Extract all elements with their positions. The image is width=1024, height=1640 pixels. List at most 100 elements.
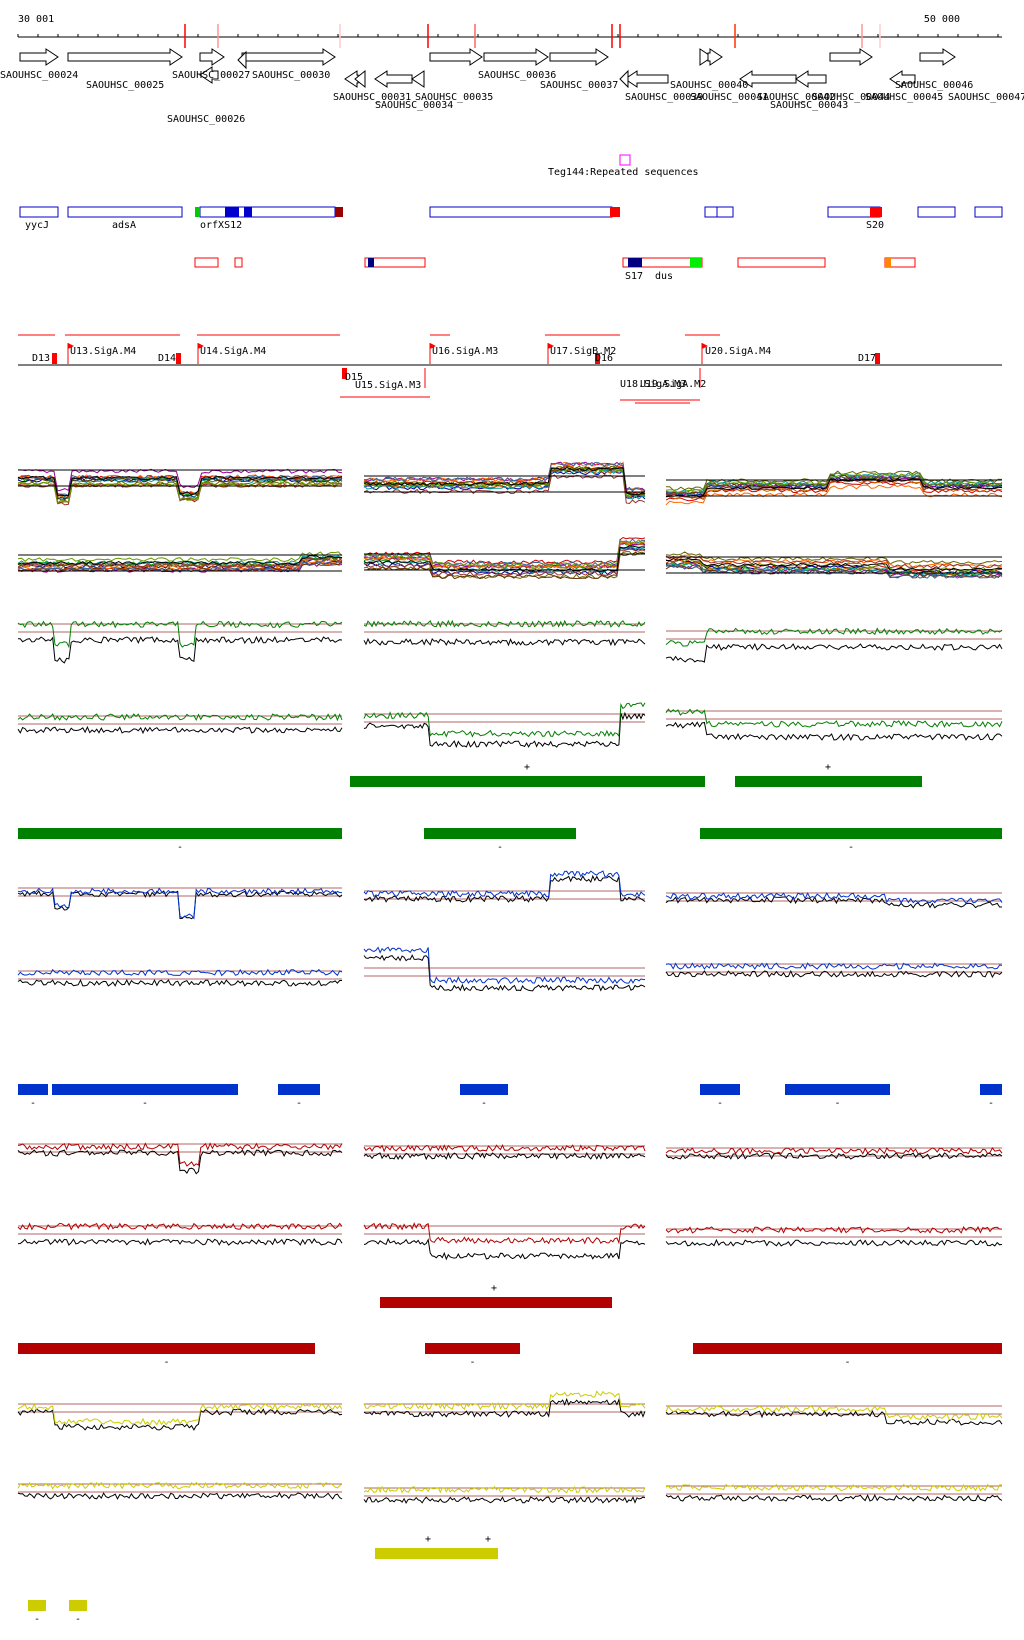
feature-box [974,206,1003,218]
signal-line-black [363,637,646,647]
signal-line-colored [363,1222,646,1245]
gene-label: SAOUHSC_00037 [540,80,618,91]
promoter-label: D17 [858,353,876,364]
gene-label: SAOUHSC_00031 [333,92,411,103]
promoter-flag [430,343,436,349]
gene-label: SAOUHSC_00030 [252,70,330,81]
gene-arrow [67,48,183,66]
gene-arrow [919,48,956,66]
signal-line-black [363,1496,646,1504]
strand-mark: - [481,1098,487,1109]
promoter-label: D14 [158,353,176,364]
feature-fill [244,207,252,217]
multi-signal-line [665,484,1003,506]
signal-line-colored [363,619,646,628]
signal-line-colored [17,713,343,722]
gene-arrow [739,70,797,88]
signal-line-black [363,1397,646,1418]
multi-signal-line [18,468,343,492]
gene-arrow [699,48,713,66]
strand-mark: + [491,1283,497,1294]
signal-line-black [363,1237,646,1261]
promoter-flag [198,343,204,349]
signal-line-colored [665,892,1003,905]
signal-line-black [17,978,342,987]
promoter-label: D15 [345,372,363,383]
strand-mark: - [30,1098,36,1109]
gene-label: SAOUHSC_00036 [478,70,556,81]
gene-arrow [354,69,366,89]
signal-line-black [665,1238,1003,1247]
segment-bar [28,1600,46,1611]
multi-signal-line [17,551,343,563]
multi-signal-line [665,480,1003,502]
segment-bar [980,1084,1002,1095]
signal-line-colored [17,1222,343,1231]
multi-signal-line [17,556,343,568]
gene-label: SAOUHSC_00041 [690,92,768,103]
signal-line-black [665,721,1003,741]
terminator-mark [52,353,57,364]
gene-arrow [241,48,336,66]
segment-bar [278,1084,320,1095]
feature-label: yycJ [25,220,49,231]
signal-line-black [665,1409,1003,1426]
gene-label: SAOUHSC_00026 [167,114,245,125]
gene-arrow [619,69,629,89]
feature-box [429,206,613,218]
signal-line-black [17,1237,343,1246]
gene-label: SAOUHSC_00040 [670,80,748,91]
feature-fill [870,207,882,217]
multi-signal-line [665,554,1003,568]
segment-bar [693,1343,1002,1354]
signal-line-black [665,1152,1003,1160]
promoter-label: U14.SigA.M4 [200,346,266,357]
segment-bar [700,1084,740,1095]
signal-line-colored [17,1402,343,1426]
gene-arrow [483,48,549,66]
signal-line-colored [665,1225,1003,1234]
multi-signal-line [665,472,1003,493]
strand-mark: - [469,1357,475,1368]
signal-line-black [18,635,343,664]
strand-mark: - [296,1098,302,1109]
signal-line-colored [17,1142,343,1167]
strand-mark: - [142,1098,148,1109]
signal-line-colored [665,708,1003,728]
multi-signal-line [665,555,1003,569]
gene-label: SAOUHSC_00027 [172,70,250,81]
gene-label: SAOUHSC_00024 [0,70,78,81]
terminator-mark [176,353,181,364]
segment-bar [52,1084,238,1095]
coord-end: 50 000 [924,14,960,25]
signal-line-black [17,1408,343,1431]
signal-line-colored [665,1405,1003,1421]
promoter-label: D13 [32,353,50,364]
multi-signal-line [363,469,646,500]
gene-arrow [374,70,413,88]
signal-line-colored [17,968,343,977]
segment-bar [700,828,1002,839]
gene-label: SAOUHSC_00047 [948,92,1024,103]
coord-start: 30 001 [18,14,54,25]
strand-mark: - [988,1098,994,1109]
signal-line-black [17,1492,343,1500]
gene-arrow [795,70,827,88]
segment-bar [785,1084,890,1095]
gene-arrow [411,70,425,88]
gene-arrow [344,70,359,88]
feature-fill [368,258,374,267]
signal-line-colored [363,946,646,985]
feature-fill [885,258,891,267]
segment-bar [460,1084,508,1095]
segment-bar [18,1084,48,1095]
gene-label: SAOUHSC_00045 [865,92,943,103]
strand-mark: - [717,1098,723,1109]
feature-box [19,206,59,218]
strand-mark: - [844,1357,850,1368]
feature-fill [610,207,620,217]
multi-signal-line [17,555,342,566]
gene-label: SAOUHSC_00042 [757,92,835,103]
strand-mark: + [425,1534,431,1545]
